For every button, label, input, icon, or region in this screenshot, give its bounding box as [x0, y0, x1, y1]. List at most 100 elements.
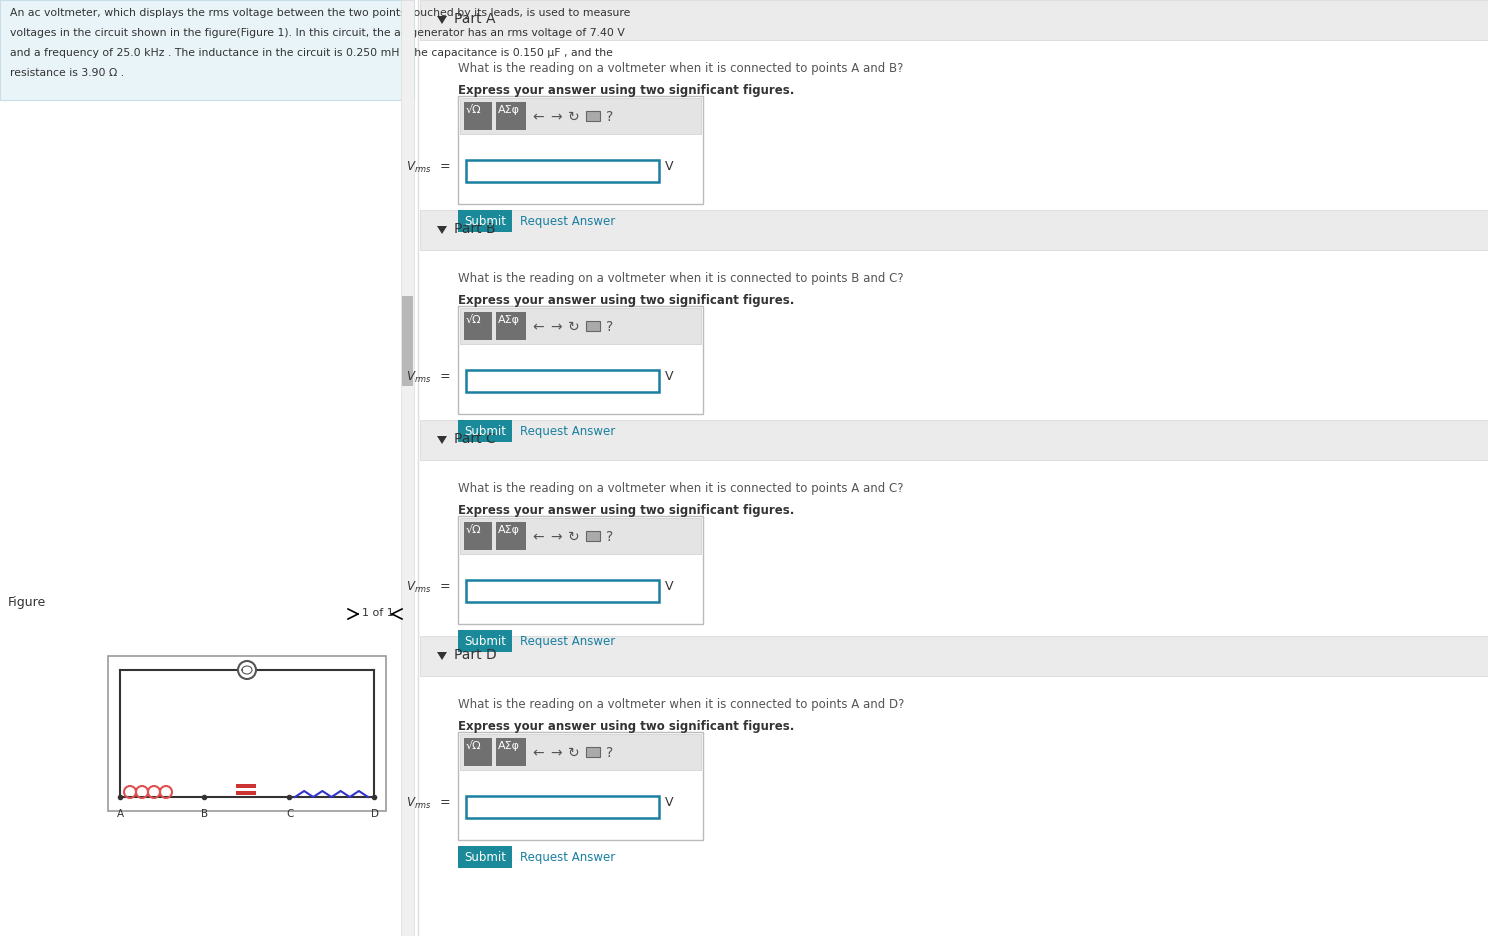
Text: →: → — [551, 110, 561, 124]
Bar — [466, 160, 659, 182]
Text: resistance is 3.90 Ω .: resistance is 3.90 Ω . — [10, 68, 124, 78]
Bar — [237, 784, 256, 788]
Text: →: → — [551, 530, 561, 544]
Text: ↻: ↻ — [568, 746, 580, 760]
Text: Part C: Part C — [454, 432, 496, 446]
Bar — [400, 0, 414, 936]
Bar — [460, 98, 701, 134]
Text: ?: ? — [606, 746, 613, 760]
Text: Submit: Submit — [464, 425, 506, 438]
Text: ↻: ↻ — [568, 320, 580, 334]
Text: √Ω: √Ω — [466, 315, 482, 325]
Text: $V_{rms}$: $V_{rms}$ — [406, 160, 432, 175]
Polygon shape — [437, 436, 446, 444]
Text: √Ω: √Ω — [466, 525, 482, 535]
Text: Part D: Part D — [454, 648, 497, 662]
Bar — [496, 102, 525, 130]
Text: Figure: Figure — [7, 596, 46, 609]
Polygon shape — [437, 226, 446, 234]
Text: B: B — [201, 809, 208, 819]
Circle shape — [238, 661, 256, 679]
Bar — [586, 747, 600, 757]
Text: √Ω: √Ω — [466, 105, 482, 115]
Bar — [496, 312, 525, 340]
Text: A: A — [118, 809, 124, 819]
Bar — [420, 676, 1488, 936]
Text: Part B: Part B — [454, 222, 496, 236]
Text: Express your answer using two significant figures.: Express your answer using two significan… — [458, 294, 795, 307]
Text: ?: ? — [606, 320, 613, 334]
Bar — [460, 308, 701, 344]
Text: Submit: Submit — [464, 215, 506, 228]
Text: V: V — [665, 160, 674, 173]
Bar — [466, 580, 659, 602]
Bar — [496, 522, 525, 550]
Text: $V_{rms}$: $V_{rms}$ — [406, 370, 432, 385]
Bar — [109, 656, 385, 811]
Text: Request Answer: Request Answer — [519, 635, 615, 648]
Text: →: → — [551, 746, 561, 760]
Bar — [420, 210, 1488, 250]
Bar — [420, 250, 1488, 420]
Bar — [420, 636, 1488, 676]
Bar — [420, 0, 1488, 40]
Bar — [0, 100, 414, 936]
Text: =: = — [440, 160, 451, 173]
Bar — [586, 111, 600, 121]
Bar — [458, 846, 512, 868]
Bar — [458, 732, 702, 840]
Bar — [466, 370, 659, 392]
Text: and a frequency of 25.0 kHz . The inductance in the circuit is 0.250 mH , the ca: and a frequency of 25.0 kHz . The induct… — [10, 48, 613, 58]
Text: 1 of 1: 1 of 1 — [362, 608, 394, 618]
Text: Express your answer using two significant figures.: Express your answer using two significan… — [458, 504, 795, 517]
Text: An ac voltmeter, which displays the rms voltage between the two points touched b: An ac voltmeter, which displays the rms … — [10, 8, 631, 18]
Polygon shape — [437, 652, 446, 660]
Bar — [458, 306, 702, 414]
Bar — [458, 210, 512, 232]
Text: =: = — [440, 580, 451, 593]
Text: What is the reading on a voltmeter when it is connected to points A and B?: What is the reading on a voltmeter when … — [458, 62, 903, 75]
Bar — [496, 738, 525, 766]
Text: voltages in the circuit shown in the figure(Figure 1). In this circuit, the ac g: voltages in the circuit shown in the fig… — [10, 28, 625, 38]
Text: ←: ← — [533, 530, 543, 544]
Bar — [402, 296, 414, 386]
Text: $V_{rms}$: $V_{rms}$ — [406, 580, 432, 595]
Text: Request Answer: Request Answer — [519, 851, 615, 864]
Bar — [420, 40, 1488, 210]
Text: =: = — [440, 370, 451, 383]
Text: Submit: Submit — [464, 635, 506, 648]
Bar — [458, 630, 512, 652]
Text: $V_{rms}$: $V_{rms}$ — [406, 796, 432, 812]
Bar — [420, 420, 1488, 460]
Bar — [464, 738, 493, 766]
Bar — [460, 518, 701, 554]
Text: ?: ? — [606, 530, 613, 544]
Bar — [464, 522, 493, 550]
Text: D: D — [371, 809, 379, 819]
Text: Part A: Part A — [454, 12, 496, 26]
Text: Express your answer using two significant figures.: Express your answer using two significan… — [458, 84, 795, 97]
Bar — [586, 531, 600, 541]
Bar — [466, 796, 659, 818]
Text: C: C — [286, 809, 293, 819]
Bar — [464, 102, 493, 130]
Bar — [458, 96, 702, 204]
Text: What is the reading on a voltmeter when it is connected to points B and C?: What is the reading on a voltmeter when … — [458, 272, 903, 285]
Bar — [420, 460, 1488, 636]
Text: →: → — [551, 320, 561, 334]
Text: Express your answer using two significant figures.: Express your answer using two significan… — [458, 720, 795, 733]
Text: V: V — [665, 796, 674, 809]
Text: =: = — [440, 796, 451, 809]
Text: √Ω: √Ω — [466, 741, 482, 751]
Bar — [237, 791, 256, 795]
Text: ←: ← — [533, 110, 543, 124]
Text: ΑΣφ: ΑΣφ — [498, 105, 519, 115]
Bar — [464, 312, 493, 340]
Text: Submit: Submit — [464, 851, 506, 864]
Text: ↻: ↻ — [568, 530, 580, 544]
Text: What is the reading on a voltmeter when it is connected to points A and D?: What is the reading on a voltmeter when … — [458, 698, 905, 711]
Text: V: V — [665, 580, 674, 593]
Text: ΑΣφ: ΑΣφ — [498, 315, 519, 325]
Text: ?: ? — [606, 110, 613, 124]
Text: ←: ← — [533, 746, 543, 760]
